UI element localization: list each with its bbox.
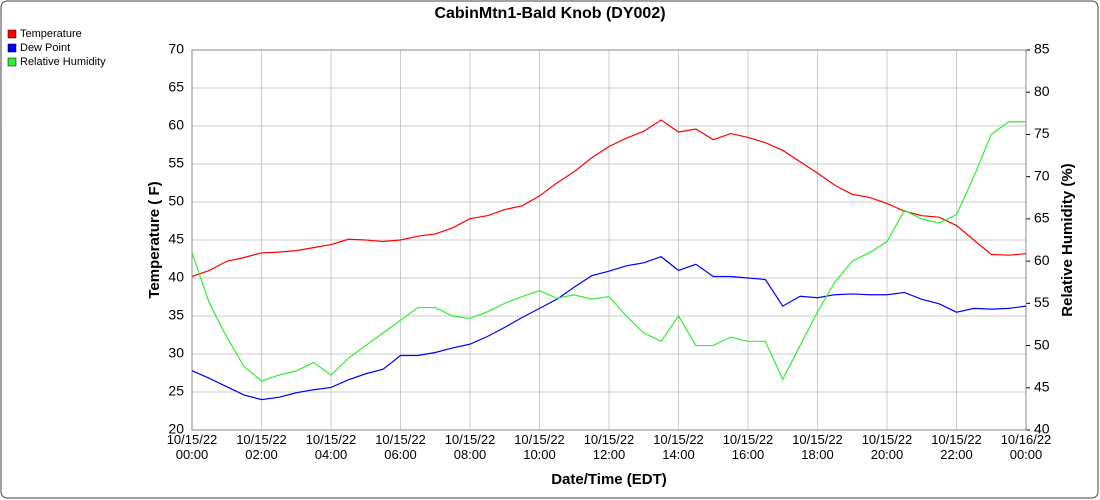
y-tick-label: 30: [168, 345, 184, 361]
data-line: [191, 119, 1027, 278]
x-tick-label: 10/15/22 18:00: [792, 432, 843, 462]
x-tick-label: 10/15/22 06:00: [375, 432, 426, 462]
x-tick-label: 10/15/22 12:00: [583, 432, 635, 462]
y2-tick-label: 50: [1034, 336, 1050, 352]
chart-title: CabinMtn1-Bald Knob (DY002): [434, 5, 665, 22]
y-tick-label: 50: [168, 193, 184, 209]
x-tick-label: 10/15/22 20:00: [861, 432, 913, 462]
y2-tick-label: 60: [1034, 252, 1050, 268]
y-tick-label: 55: [168, 155, 184, 171]
y-tick-label: 65: [168, 79, 184, 95]
y2-tick-label: 55: [1034, 294, 1050, 310]
y2-tick-label: 80: [1034, 83, 1050, 99]
plot-border: [191, 49, 1027, 431]
y-axis-title: Temperature ( F): [146, 181, 163, 298]
x-tick-label: 10/15/22 22:00: [931, 432, 982, 462]
x-tick-label: 10/15/22 00:00: [166, 432, 218, 462]
y-tick-label: 70: [168, 41, 184, 57]
y2-tick-label: 85: [1034, 41, 1050, 57]
legend-swatch: [7, 43, 17, 53]
legend-label: Dew Point: [20, 42, 70, 54]
x-tick-label: 10/15/22 02:00: [236, 432, 287, 462]
legend-label: Temperature: [20, 28, 82, 40]
legend-swatch: [7, 57, 17, 67]
x-tick-label: 10/15/22 08:00: [444, 432, 496, 462]
y-tick-label: 45: [168, 231, 184, 247]
y-tick-label: 20: [168, 421, 184, 437]
legend-label: Relative Humidity: [20, 56, 106, 68]
data-line: [191, 121, 1026, 382]
y2-tick-label: 40: [1034, 421, 1050, 437]
x-tick-label: 10/15/22 10:00: [514, 432, 565, 462]
legend-swatch: [7, 29, 17, 39]
y-tick-label: 40: [168, 269, 184, 285]
y-tick-label: 25: [168, 383, 184, 399]
y2-tick-label: 65: [1034, 210, 1050, 226]
y2-tick-label: 45: [1034, 378, 1050, 394]
x-tick-label: 10/15/22 16:00: [722, 432, 774, 462]
y2-tick-label: 70: [1034, 167, 1050, 183]
y-tick-label: 35: [168, 307, 184, 323]
y-tick-label: 60: [168, 117, 184, 133]
y2-axis-title: Relative Humidity (%): [1059, 163, 1076, 316]
y2-tick-label: 75: [1034, 125, 1050, 141]
x-tick-label: 10/16/22 00:00: [1000, 432, 1052, 462]
data-line: [191, 256, 1027, 401]
x-axis-title: Date/Time (EDT): [551, 471, 667, 488]
x-tick-label: 10/15/22 04:00: [305, 432, 357, 462]
x-tick-label: 10/15/22 14:00: [653, 432, 704, 462]
